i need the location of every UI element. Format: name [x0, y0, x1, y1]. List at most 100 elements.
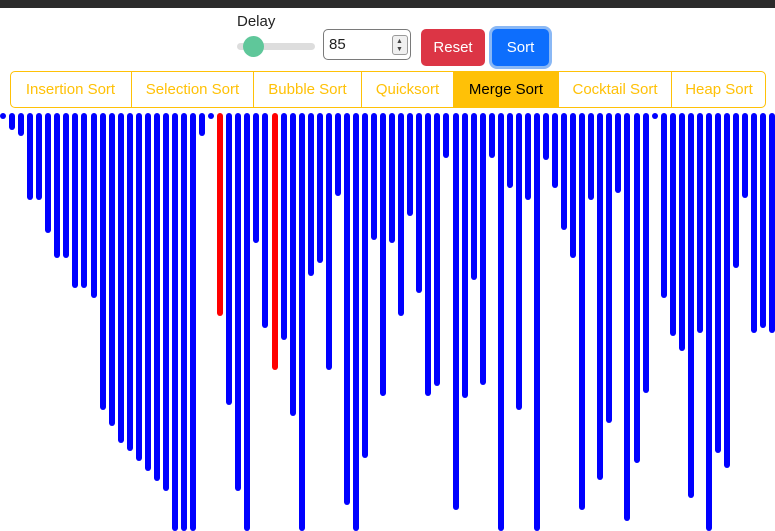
array-bar [588, 113, 595, 200]
array-bar [343, 113, 350, 505]
array-bar [570, 113, 577, 258]
array-bar [724, 113, 730, 468]
array-bar [171, 113, 178, 531]
spinner-up-icon[interactable]: ▲ [396, 38, 403, 45]
array-bar [253, 113, 260, 243]
array-bar [226, 113, 233, 405]
array-bar [678, 113, 685, 351]
array-bar [371, 113, 378, 240]
delay-slider-thumb[interactable] [242, 36, 264, 57]
tab-bubble-sort[interactable]: Bubble Sort [253, 71, 361, 108]
array-bar [398, 113, 405, 316]
array-bar [742, 113, 749, 198]
delay-slider-track[interactable] [237, 43, 315, 50]
tab-heap-sort[interactable]: Heap Sort [671, 71, 766, 108]
array-bar [696, 113, 703, 333]
array-bar [334, 113, 341, 196]
array-bar [36, 113, 43, 200]
array-bar [235, 113, 242, 491]
array-bar [280, 113, 287, 340]
array-bar [452, 113, 459, 510]
array-bar [606, 113, 613, 423]
array-bar [316, 113, 323, 263]
array-bar [90, 113, 97, 298]
array-bar [352, 113, 359, 531]
array-bar [99, 113, 106, 410]
array-bar [425, 113, 432, 396]
array-bar [615, 113, 622, 193]
array-bar [72, 113, 79, 288]
array-bar [443, 113, 450, 158]
window-top-bar [0, 0, 775, 8]
array-bar [208, 113, 215, 119]
array-bar [524, 113, 531, 200]
array-bar [18, 113, 25, 136]
array-bar [488, 113, 495, 158]
array-bar [135, 113, 142, 461]
array-bar [108, 113, 115, 426]
array-bar [416, 113, 423, 293]
array-bar [162, 113, 169, 491]
tab-merge-sort[interactable]: Merge Sort [453, 71, 558, 108]
array-bar [552, 113, 559, 188]
array-bar [244, 113, 251, 531]
array-bar [54, 113, 61, 258]
array-bar [515, 113, 522, 410]
array-bar [506, 113, 513, 188]
array-bar [769, 113, 775, 333]
array-bar [642, 113, 649, 393]
reset-button[interactable]: Reset [421, 29, 485, 66]
array-bar [733, 113, 740, 268]
array-bar [407, 113, 414, 216]
array-bar [579, 113, 586, 510]
array-bar [63, 113, 70, 258]
array-bar [45, 113, 52, 233]
array-bar [633, 113, 640, 463]
array-bar [714, 113, 721, 453]
array-bar [144, 113, 151, 471]
bar-visualization [0, 113, 775, 531]
array-bar [289, 113, 296, 416]
tab-insertion-sort[interactable]: Insertion Sort [25, 81, 116, 98]
array-bar [497, 113, 504, 531]
algorithm-tab-group [10, 71, 766, 108]
array-bar [325, 113, 332, 370]
array-bar [687, 113, 694, 498]
array-bar [705, 113, 712, 531]
array-bar [9, 113, 16, 130]
tab-selection-sort[interactable]: Selection Sort [131, 71, 253, 108]
array-bar [651, 113, 658, 119]
array-bar [624, 113, 631, 521]
array-bar [126, 113, 133, 451]
array-bar [153, 113, 160, 481]
array-bar [27, 113, 34, 200]
array-bar [760, 113, 767, 328]
array-bar [389, 113, 396, 243]
array-bar [434, 113, 441, 386]
array-bar [470, 113, 477, 280]
array-bar [199, 113, 206, 136]
array-bar [262, 113, 269, 328]
spinner-down-icon[interactable]: ▼ [396, 46, 403, 53]
array-bar [307, 113, 314, 276]
array-bar [380, 113, 387, 396]
array-bar [669, 113, 676, 336]
array-bar [660, 113, 667, 298]
number-spinner[interactable]: ▲ ▼ [392, 35, 408, 55]
array-bar [561, 113, 568, 230]
array-bar [217, 113, 224, 316]
array-bar [190, 113, 197, 531]
array-bar [271, 113, 278, 370]
array-bar [751, 113, 758, 333]
array-bar [0, 113, 6, 119]
array-bar [533, 113, 540, 531]
array-bar [597, 113, 604, 480]
sort-button[interactable]: Sort [492, 29, 549, 66]
array-bar [461, 113, 468, 398]
tab-cocktail-sort[interactable]: Cocktail Sort [558, 71, 671, 108]
array-bar [298, 113, 305, 531]
delay-label: Delay [237, 13, 276, 30]
array-bar [181, 113, 187, 531]
array-bar [543, 113, 549, 160]
tab-quicksort[interactable]: Quicksort [361, 71, 453, 108]
